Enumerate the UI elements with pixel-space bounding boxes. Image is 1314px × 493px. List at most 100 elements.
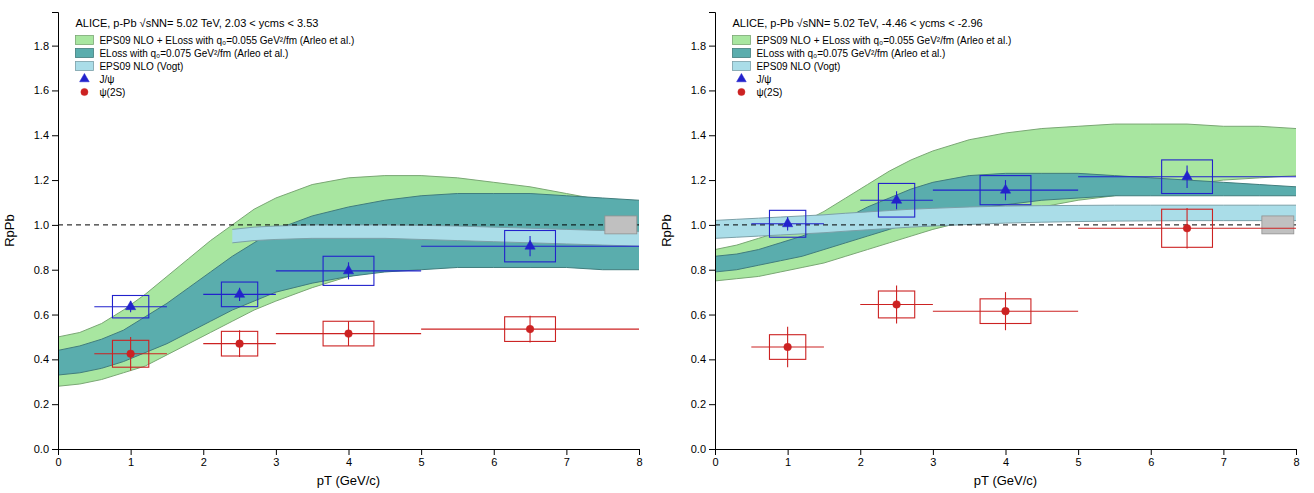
y-tick-label: 0.0 [691, 443, 706, 455]
y-tick-label: 1.2 [691, 174, 706, 186]
y-tick: 1.2 [34, 174, 58, 186]
legend-label: EPS09 NLO (Vogt) [756, 61, 840, 72]
legend-swatch [732, 36, 750, 45]
x-tick: 6 [491, 449, 497, 468]
x-tick-mark [1296, 449, 1297, 455]
point [125, 301, 135, 310]
point [127, 350, 135, 358]
y-tick-label: 1.0 [34, 219, 49, 231]
legend-swatch [737, 73, 747, 81]
x-tick-label: 1 [128, 456, 134, 468]
point [1183, 224, 1191, 232]
y-tick-mark [709, 46, 715, 47]
panel: 0123456780.00.20.40.60.81.01.21.41.61.8p… [659, 13, 1300, 489]
legend-label: J/ψ [756, 74, 771, 85]
band-high-edge [58, 194, 639, 351]
y-tick-mark [52, 225, 58, 226]
band-high-edge [715, 173, 1296, 256]
x-tick-mark [639, 449, 640, 455]
y-tick: 0.0 [34, 443, 58, 455]
band [715, 205, 1296, 238]
x-tick: 5 [1076, 449, 1082, 468]
band-low-edge [715, 196, 1296, 272]
x-tick-mark [421, 449, 422, 455]
band-group [58, 194, 639, 376]
x-tick-label: 5 [419, 456, 425, 468]
point [782, 218, 792, 227]
x-tick-label: 7 [564, 456, 570, 468]
band-high-edge [232, 225, 639, 232]
y-tick-label: 0.8 [34, 264, 49, 276]
y-axis-line [52, 13, 59, 450]
band [232, 225, 639, 246]
x-tick-label: 8 [1293, 456, 1299, 468]
legend-label: EPS09 NLO (Vogt) [99, 61, 183, 72]
x-tick-label: 8 [636, 456, 642, 468]
x-tick-mark [1223, 449, 1224, 455]
y-tick-label: 0.6 [34, 309, 49, 321]
x-tick-label: 4 [1003, 456, 1009, 468]
x-tick-mark [1151, 449, 1152, 455]
y-tick-mark [52, 270, 58, 271]
band [715, 173, 1296, 272]
legend-label: ELoss with q₀=0.075 GeV²/fm (Arleo et al… [99, 48, 288, 59]
y-tick: 1.0 [691, 219, 715, 231]
legend-entry: EPS09 NLO + ELoss with q₀=0.055 GeV²/fm … [732, 35, 1011, 46]
y-tick: 1.8 [691, 40, 715, 52]
y-tick: 1.2 [691, 174, 715, 186]
legend-entry: J/ψ [80, 73, 115, 84]
x-tick-mark [788, 449, 789, 455]
y-axis: 0.00.20.40.60.81.01.21.41.61.8 [691, 13, 716, 456]
legend-label: EPS09 NLO + ELoss with q₀=0.055 GeV²/fm … [99, 35, 354, 46]
y-tick-mark [709, 449, 715, 450]
x-axis-title: pT (GeV/c) [317, 473, 380, 488]
point [526, 325, 534, 333]
y-tick-mark [52, 359, 58, 360]
y-tick-label: 0.2 [34, 398, 49, 410]
y-tick-mark [52, 180, 58, 181]
y-tick-mark [52, 449, 58, 450]
y-tick-label: 1.0 [691, 219, 706, 231]
legend-entry: ELoss with q₀=0.075 GeV²/fm (Arleo et al… [75, 48, 288, 59]
legend-entry: EPS09 NLO + ELoss with q₀=0.055 GeV²/fm … [75, 35, 354, 46]
x-tick-label: 1 [785, 456, 791, 468]
point [525, 240, 535, 249]
y-tick: 0.2 [691, 398, 715, 410]
point-series [751, 160, 1296, 237]
legend-swatch [75, 49, 93, 58]
x-tick-mark [203, 449, 204, 455]
point [345, 330, 353, 338]
band [58, 194, 639, 376]
band-high-edge [715, 205, 1296, 220]
x-tick-label: 5 [1076, 456, 1082, 468]
point [343, 265, 353, 274]
plot-area [715, 124, 1296, 367]
y-tick: 1.6 [691, 84, 715, 96]
legend-entry: EPS09 NLO (Vogt) [75, 61, 183, 72]
y-tick: 0.8 [691, 264, 715, 276]
point-series [751, 208, 1296, 367]
band-low-edge [715, 221, 1296, 239]
y-tick-label: 1.4 [34, 129, 49, 141]
band-group [715, 124, 1296, 281]
legend: EPS09 NLO + ELoss with q₀=0.055 GeV²/fm … [75, 35, 354, 98]
x-tick-label: 3 [930, 456, 936, 468]
x-tick-mark [1006, 449, 1007, 455]
x-tick-label: 2 [858, 456, 864, 468]
band-group [232, 225, 639, 246]
y-tick-mark [709, 404, 715, 405]
legend-label: J/ψ [99, 74, 114, 85]
band [715, 124, 1296, 281]
y-tick: 0.6 [34, 309, 58, 321]
y-tick: 0.6 [691, 309, 715, 321]
y-tick-label: 1.8 [34, 40, 49, 52]
y-tick-label: 0.4 [691, 353, 706, 365]
normalization-box [605, 216, 637, 234]
normalization-box [1262, 216, 1294, 234]
x-tick: 3 [273, 449, 279, 468]
point [784, 343, 792, 351]
y-tick-mark [52, 135, 58, 136]
x-tick: 4 [346, 449, 352, 468]
band-low-edge [58, 267, 639, 375]
y-tick: 0.8 [34, 264, 58, 276]
